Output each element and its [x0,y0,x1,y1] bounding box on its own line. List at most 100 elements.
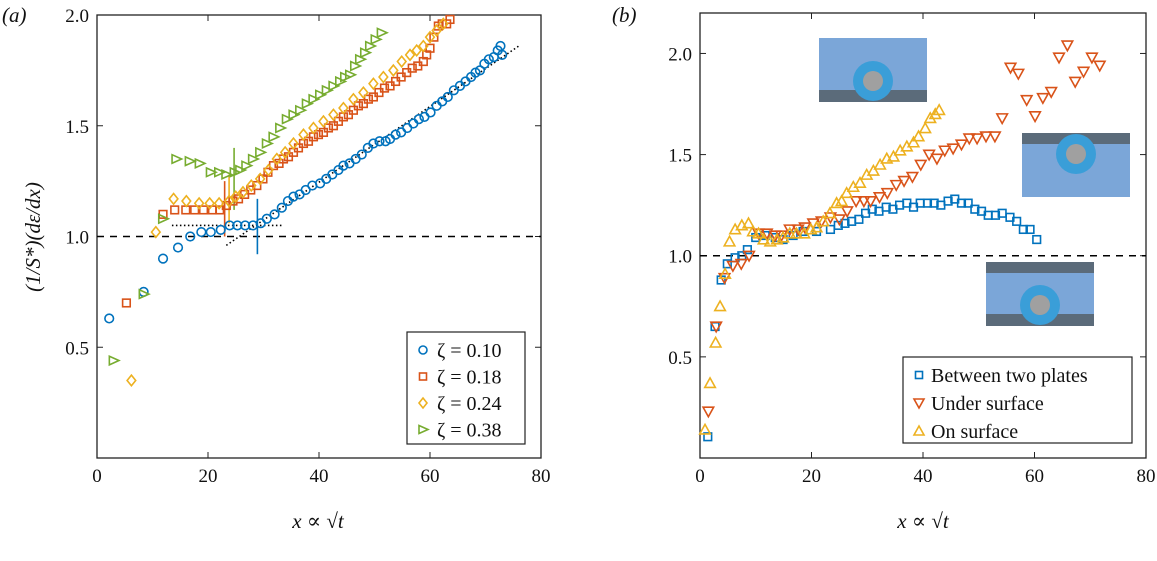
data-point [223,194,235,208]
data-point [362,142,373,153]
data-point [298,128,309,142]
series-triangle-right-a [108,27,389,367]
data-point [281,113,295,125]
legend-label: ζ = 0.24 [437,393,502,415]
data-point [194,157,207,169]
legend-label: ζ = 0.10 [437,340,502,362]
data-point [906,135,921,148]
data-point [756,232,771,245]
x-tick-label: 40 [914,466,933,487]
data-point [701,406,716,419]
data-point [245,178,257,193]
data-point [263,163,274,177]
legend-label: ζ = 0.38 [437,420,502,442]
data-point [442,91,453,103]
data-point [230,190,242,204]
data-point [834,194,849,207]
data-point [1044,86,1058,99]
data-point [911,129,926,142]
data-point [930,153,944,166]
series-triangle-down-b [701,40,1107,419]
data-point [121,298,132,308]
y-axis-label-a: (1/S*)(dε/dx) [21,182,45,292]
data-point [338,160,349,171]
data-point [413,114,425,125]
data-point [825,224,836,235]
data-point [268,131,281,143]
legend-label: On surface [931,421,1018,443]
data-point [798,222,812,235]
data-point [379,83,390,93]
data-point [880,187,894,200]
data-point [742,245,752,255]
data-point [374,136,385,147]
data-point [1032,234,1042,245]
data-point [288,109,301,121]
data-point [288,191,299,202]
x-tick-label: 60 [1025,466,1044,487]
data-point [232,220,243,231]
data-point [742,250,756,263]
data-point [402,122,413,134]
data-point [866,163,881,176]
y-tick-label: 1.0 [668,247,692,268]
data-point [318,114,329,128]
legend-marker [912,398,926,410]
data-point [956,198,967,208]
data-point [857,196,871,209]
data-point [853,175,867,189]
data-point [205,226,216,238]
data-point [215,224,226,235]
data-point [404,48,416,62]
x-tick-label: 80 [1137,466,1156,487]
data-point [1020,94,1034,107]
y-tick-label: 1.5 [668,146,692,167]
data-point [315,89,328,101]
data-point [378,70,389,84]
data-point [789,226,804,239]
data-point [184,155,197,167]
data-point [275,122,288,134]
data-point [988,131,1002,144]
legend-marker [912,424,926,436]
data-point [247,153,261,165]
particle [863,71,883,91]
data-point [954,139,969,152]
particle [1066,144,1086,164]
x-axis-label-b: x ∝ √t [896,509,950,533]
data-point [261,137,275,150]
data-point [460,76,471,87]
data-point [816,214,830,227]
data-point [168,192,179,206]
data-point [315,178,326,189]
data-point [943,196,953,206]
data-point [886,149,901,162]
data-point [751,226,766,239]
data-point [221,168,234,181]
legend-marker [418,372,428,381]
data-point [897,175,911,188]
data-point [388,63,399,77]
data-point [338,101,349,115]
data-point [363,94,373,104]
data-point [713,299,727,312]
data-point [190,205,200,215]
data-point [157,213,171,225]
data-point [301,98,315,110]
panel-label-b: (b) [612,3,637,27]
data-point [224,220,235,231]
data-point [722,234,737,247]
data-point [170,205,180,215]
x-tick-label: 40 [310,466,329,487]
legend-label: Between two plates [931,365,1088,387]
data-point [150,225,162,239]
data-point [431,100,442,111]
data-point [448,85,459,96]
data-point [979,131,993,144]
data-point [376,27,389,39]
data-point [483,54,494,65]
between-plates-schematic [986,262,1094,326]
data-point [929,198,939,208]
